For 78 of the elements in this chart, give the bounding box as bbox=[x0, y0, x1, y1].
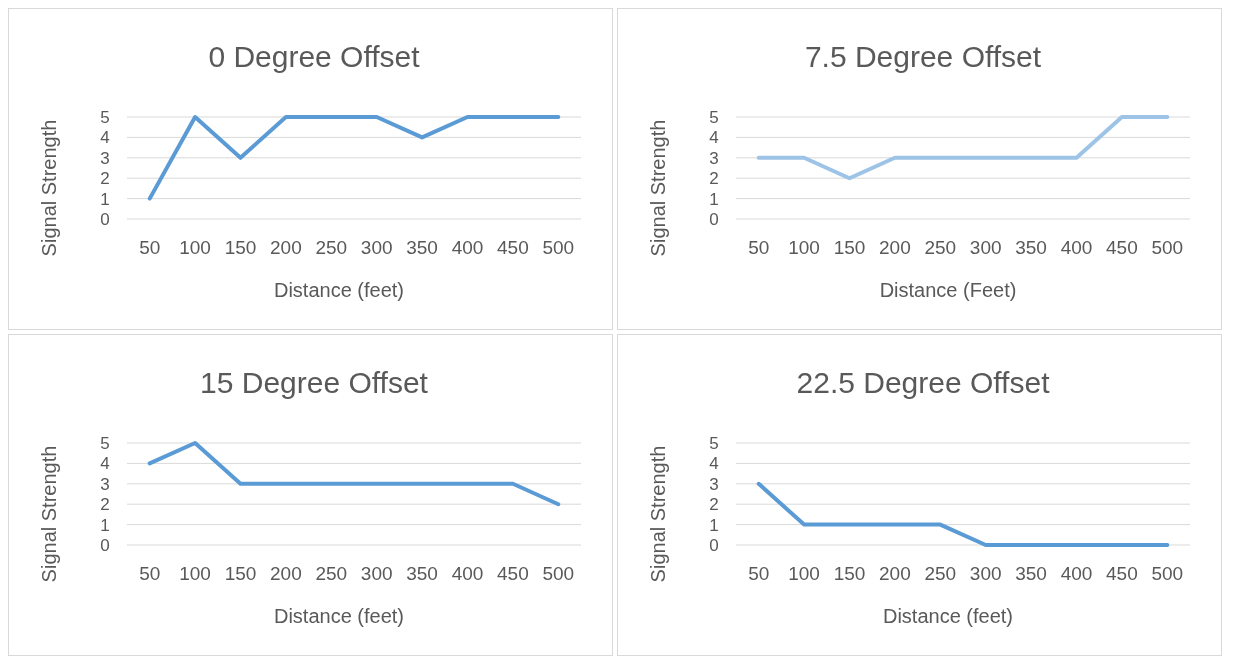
chart-title: 22.5 Degree Offset bbox=[796, 366, 1051, 399]
x-tick-label: 450 bbox=[1106, 237, 1138, 258]
x-axis-title: Distance (feet) bbox=[273, 279, 405, 301]
y-tick-label: 4 bbox=[100, 454, 110, 474]
y-tick-label: 1 bbox=[709, 515, 719, 535]
x-tick-label: 50 bbox=[139, 563, 161, 584]
x-tick-label: 200 bbox=[270, 563, 302, 584]
y-tick-label: 0 bbox=[100, 535, 110, 555]
x-tick-label: 200 bbox=[879, 237, 911, 258]
x-tick-label: 300 bbox=[360, 563, 393, 584]
x-tick-label: 200 bbox=[270, 237, 302, 258]
x-tick-label: 450 bbox=[1106, 563, 1138, 584]
x-tick-label: 300 bbox=[360, 237, 393, 258]
y-tick-label: 1 bbox=[100, 515, 110, 535]
y-tick-label: 3 bbox=[709, 474, 719, 494]
x-tick-label: 250 bbox=[924, 237, 957, 258]
x-tick-label: 400 bbox=[1060, 237, 1093, 258]
x-tick-label: 350 bbox=[406, 237, 438, 258]
x-tick-label: 50 bbox=[139, 237, 161, 258]
y-tick-label: 0 bbox=[100, 209, 110, 229]
x-tick-label: 300 bbox=[969, 563, 1002, 584]
x-tick-label: 100 bbox=[179, 563, 211, 584]
x-tick-label: 50 bbox=[748, 237, 770, 258]
y-tick-label: 5 bbox=[709, 433, 719, 453]
x-tick-label: 100 bbox=[179, 237, 211, 258]
x-tick-label: 500 bbox=[542, 237, 575, 258]
x-tick-label: 350 bbox=[1015, 563, 1047, 584]
x-tick-label: 250 bbox=[924, 563, 957, 584]
x-tick-label: 150 bbox=[833, 563, 866, 584]
y-axis-title: Signal Strength bbox=[647, 445, 669, 583]
x-tick-label: 500 bbox=[1151, 563, 1184, 584]
y-tick-label: 1 bbox=[100, 189, 110, 209]
chart-title: 0 Degree Offset bbox=[208, 40, 421, 73]
y-tick-label: 0 bbox=[709, 535, 719, 555]
y-tick-label: 1 bbox=[709, 189, 719, 209]
y-tick-label: 3 bbox=[100, 474, 110, 494]
x-tick-label: 100 bbox=[788, 563, 820, 584]
y-axis-title: Signal Strength bbox=[647, 119, 669, 257]
y-tick-label: 5 bbox=[100, 107, 110, 127]
x-tick-label: 300 bbox=[969, 237, 1002, 258]
x-tick-label: 500 bbox=[542, 563, 575, 584]
line-series bbox=[147, 441, 561, 507]
y-tick-label: 2 bbox=[100, 169, 110, 189]
x-tick-label: 200 bbox=[879, 563, 911, 584]
chart-title: 7.5 Degree Offset bbox=[804, 40, 1042, 73]
x-tick-label: 350 bbox=[406, 563, 438, 584]
y-tick-label: 2 bbox=[709, 169, 719, 189]
y-tick-label: 2 bbox=[709, 495, 719, 515]
y-axis-title: Signal Strength bbox=[38, 119, 60, 257]
x-axis-title: Distance (feet) bbox=[273, 605, 405, 627]
y-tick-label: 3 bbox=[709, 148, 719, 168]
x-tick-label: 50 bbox=[748, 563, 770, 584]
y-tick-label: 5 bbox=[100, 433, 110, 453]
x-axis-title: Distance (Feet) bbox=[879, 279, 1017, 301]
y-tick-label: 4 bbox=[709, 454, 719, 474]
y-tick-label: 4 bbox=[100, 128, 110, 148]
y-tick-label: 5 bbox=[709, 107, 719, 127]
y-tick-label: 2 bbox=[100, 495, 110, 515]
y-tick-label: 0 bbox=[709, 209, 719, 229]
x-tick-label: 150 bbox=[224, 237, 257, 258]
x-axis-title: Distance (feet) bbox=[882, 605, 1014, 627]
x-tick-label: 350 bbox=[1015, 237, 1047, 258]
y-tick-label: 3 bbox=[100, 148, 110, 168]
chart-title: 15 Degree Offset bbox=[200, 366, 429, 399]
x-tick-label: 400 bbox=[451, 563, 484, 584]
x-tick-label: 150 bbox=[224, 563, 257, 584]
x-tick-label: 150 bbox=[833, 237, 866, 258]
x-tick-label: 100 bbox=[788, 237, 820, 258]
line-series bbox=[147, 115, 561, 201]
y-axis-title: Signal Strength bbox=[38, 445, 60, 583]
x-tick-label: 450 bbox=[497, 563, 529, 584]
x-tick-label: 500 bbox=[1151, 237, 1184, 258]
y-tick-label: 4 bbox=[709, 128, 719, 148]
x-tick-label: 400 bbox=[451, 237, 484, 258]
x-tick-label: 450 bbox=[497, 237, 529, 258]
x-tick-label: 250 bbox=[315, 237, 348, 258]
x-tick-label: 400 bbox=[1060, 563, 1093, 584]
x-tick-label: 250 bbox=[315, 563, 348, 584]
